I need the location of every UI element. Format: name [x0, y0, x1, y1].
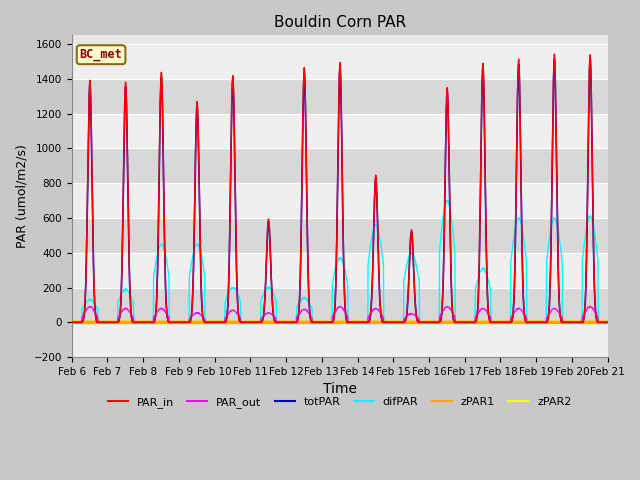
difPAR	[444, 197, 451, 203]
Bar	[72, 183, 607, 218]
totPAR	[217, 320, 225, 325]
totPAR	[604, 320, 611, 325]
Title: Bouldin Corn PAR: Bouldin Corn PAR	[273, 15, 406, 30]
Bar	[72, 148, 607, 183]
zPAR2	[217, 320, 225, 325]
PAR_out	[587, 303, 595, 309]
PAR_in	[557, 314, 564, 320]
zPAR1	[495, 320, 503, 325]
PAR_in	[572, 320, 579, 325]
PAR_out	[68, 320, 76, 325]
totPAR	[355, 320, 363, 325]
PAR_in	[604, 320, 611, 325]
Bar	[72, 253, 607, 288]
difPAR	[495, 320, 503, 325]
Y-axis label: PAR (umol/m2/s): PAR (umol/m2/s)	[15, 144, 28, 248]
X-axis label: Time: Time	[323, 383, 356, 396]
zPAR2	[556, 320, 564, 325]
zPAR1	[572, 320, 579, 325]
zPAR2	[495, 320, 503, 325]
PAR_out	[556, 312, 564, 317]
Text: BC_met: BC_met	[80, 48, 122, 61]
difPAR	[68, 320, 76, 325]
PAR_out	[355, 320, 363, 325]
totPAR	[495, 320, 503, 325]
PAR_out	[217, 320, 225, 325]
PAR_in	[367, 312, 374, 318]
Bar	[72, 44, 607, 79]
Bar	[72, 114, 607, 148]
totPAR	[367, 312, 374, 318]
Bar	[72, 323, 607, 357]
Bar	[72, 218, 607, 253]
PAR_in	[355, 320, 363, 325]
PAR_in	[68, 320, 76, 325]
zPAR2	[367, 320, 374, 325]
difPAR	[604, 320, 611, 325]
zPAR1	[556, 320, 564, 325]
PAR_out	[604, 320, 611, 325]
totPAR	[550, 57, 558, 62]
difPAR	[217, 320, 225, 325]
Line: totPAR: totPAR	[72, 60, 607, 323]
Line: PAR_in: PAR_in	[72, 54, 607, 323]
Line: PAR_out: PAR_out	[72, 306, 607, 323]
Bar	[72, 79, 607, 114]
PAR_in	[550, 51, 558, 57]
zPAR1	[217, 320, 225, 325]
PAR_out	[572, 320, 579, 325]
PAR_in	[217, 320, 225, 325]
difPAR	[367, 242, 374, 248]
Line: difPAR: difPAR	[72, 200, 607, 323]
zPAR2	[355, 320, 363, 325]
difPAR	[355, 320, 363, 325]
zPAR1	[68, 320, 76, 325]
zPAR2	[68, 320, 76, 325]
totPAR	[68, 320, 76, 325]
Bar	[72, 288, 607, 323]
totPAR	[572, 320, 579, 325]
PAR_in	[495, 320, 503, 325]
PAR_out	[495, 320, 503, 325]
zPAR1	[367, 320, 374, 325]
Legend: PAR_in, PAR_out, totPAR, difPAR, zPAR1, zPAR2: PAR_in, PAR_out, totPAR, difPAR, zPAR1, …	[104, 393, 576, 413]
difPAR	[557, 244, 564, 250]
zPAR1	[604, 320, 611, 325]
zPAR2	[572, 320, 579, 325]
zPAR1	[355, 320, 363, 325]
totPAR	[557, 314, 564, 320]
difPAR	[572, 320, 579, 325]
zPAR2	[604, 320, 611, 325]
PAR_out	[367, 311, 374, 316]
